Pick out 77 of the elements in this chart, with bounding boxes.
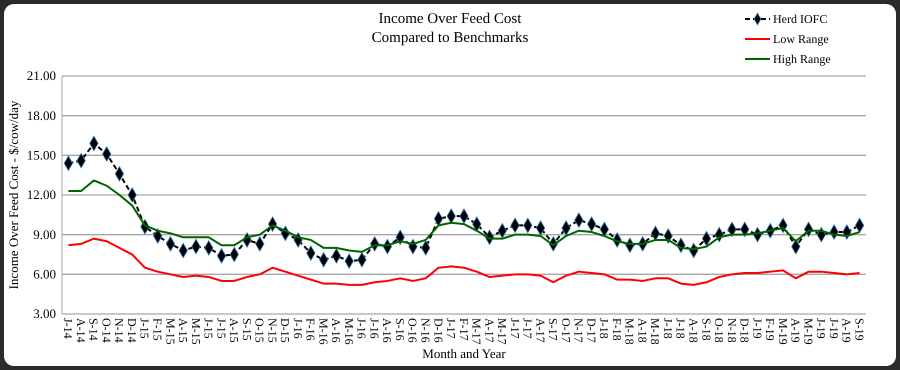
x-tick-label: A-16: [329, 318, 344, 343]
x-tick-label: M-17: [495, 318, 510, 345]
x-axis-title: Month and Year: [422, 346, 506, 361]
x-tick-label: D-14: [124, 318, 139, 343]
x-tick-label: M-16: [316, 318, 330, 345]
x-tick-label: N-18: [724, 318, 739, 343]
x-tick-label: F-19: [763, 318, 778, 341]
y-tick-label: 3.00: [33, 306, 56, 322]
x-tick-label: A-16: [380, 318, 394, 343]
chart-title: Income Over Feed Cost Compared to Benchmarks: [372, 11, 528, 46]
x-tick-label: M-16: [342, 318, 356, 345]
x-tick-label: M-18: [648, 318, 662, 345]
x-tick-label: J-15: [202, 318, 216, 339]
x-tick-label: M-15: [163, 318, 178, 345]
y-tick-label: 18.00: [26, 108, 56, 123]
x-tick-label: M-18: [622, 318, 637, 345]
x-tick-label: N-16: [418, 318, 433, 343]
x-tick-label: J-17: [508, 318, 522, 339]
x-tick-label: S-19: [852, 318, 866, 341]
legend-label: Low Range: [773, 32, 829, 46]
x-tick-label: J-17: [520, 318, 535, 339]
x-tick-label: S-14: [86, 318, 101, 341]
x-tick-label: O-18: [712, 318, 726, 343]
x-tick-label: O-14: [99, 318, 114, 343]
line-series: [67, 238, 861, 286]
x-tick-label: D-16: [431, 318, 446, 343]
x-tick-label: M-15: [188, 318, 203, 345]
x-tick-label: A-15: [227, 318, 242, 343]
x-tick-label: A-19: [788, 318, 803, 343]
x-tick-label: A-17: [482, 318, 496, 343]
y-axis-title: Income Over Feed Cost - $/cow/day: [6, 100, 21, 290]
x-tick-label: J-19: [826, 318, 841, 339]
x-tick-label: D-17: [584, 318, 598, 343]
x-tick-label: S-18: [699, 318, 714, 341]
x-tick-label: O-15: [252, 318, 267, 343]
x-tick-label: J-18: [674, 318, 688, 339]
x-tick-label: J-14: [61, 318, 76, 339]
x-tick-label: J-15: [214, 318, 228, 339]
x-tick-label: M-19: [776, 318, 790, 345]
x-tick-label: J-16: [367, 318, 382, 339]
x-tick-label: N-14: [112, 318, 126, 343]
x-tick-label: J-19: [750, 318, 764, 339]
x-tick-label: O-17: [558, 318, 573, 343]
x-tick-label: M-19: [801, 318, 816, 345]
x-tick-label: F-17: [456, 318, 471, 341]
x-tick-label: N-17: [572, 318, 586, 343]
x-tick-label: A-18: [635, 318, 650, 343]
x-tick-label: S-17: [546, 318, 560, 341]
legend-label: Herd IOFC: [773, 12, 828, 26]
y-tick-label: 21.00: [26, 68, 56, 84]
x-tick-label: J-19: [814, 318, 828, 339]
x-tick-label: N-15: [265, 318, 280, 343]
x-tick-label: J-16: [354, 318, 369, 339]
x-tick-label: F-15: [150, 318, 165, 341]
x-tick-label: D-15: [278, 318, 292, 343]
x-tick-label: A-19: [840, 318, 854, 343]
x-tick-label: J-18: [660, 318, 675, 339]
x-tick-label: F-18: [610, 318, 624, 341]
y-tick-label: 12.00: [26, 187, 56, 202]
x-tick-label: A-14: [74, 318, 88, 343]
x-tick-label: S-16: [392, 318, 407, 341]
legend-label: High Range: [773, 52, 831, 66]
x-tick-label: A-18: [686, 318, 701, 343]
x-tick-label: O-16: [406, 318, 420, 343]
y-tick-label: 15.00: [26, 147, 56, 162]
x-tick-label: A-15: [176, 318, 190, 343]
x-tick-label: S-15: [240, 318, 254, 341]
y-tick-label: 9.00: [33, 226, 56, 242]
x-tick-label: J-17: [444, 318, 458, 339]
x-tick-label: A-17: [533, 318, 548, 343]
x-tick-label: J-18: [597, 318, 612, 339]
x-tick-label: M-17: [470, 318, 484, 345]
y-tick-label: 6.00: [33, 266, 56, 282]
x-tick-label: F-16: [304, 318, 318, 341]
x-tick-label: J-16: [290, 318, 305, 339]
x-tick-label: D-18: [738, 318, 752, 343]
x-tick-label: J-15: [138, 318, 152, 339]
